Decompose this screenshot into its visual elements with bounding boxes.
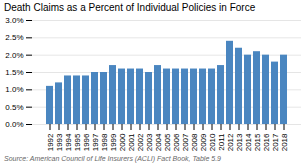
svg-text:1994: 1994 — [64, 133, 73, 151]
svg-text:1.5%: 1.5% — [5, 68, 23, 77]
svg-text:2000: 2000 — [118, 133, 127, 151]
svg-text:1992: 1992 — [46, 133, 55, 151]
svg-text:1993: 1993 — [55, 133, 64, 151]
svg-text:3.0%: 3.0% — [5, 16, 23, 25]
svg-text:2003: 2003 — [145, 133, 154, 151]
svg-text:1999: 1999 — [109, 133, 118, 151]
svg-text:2012: 2012 — [226, 133, 235, 151]
svg-text:2011: 2011 — [217, 133, 226, 151]
svg-text:2002: 2002 — [136, 133, 145, 151]
svg-text:0.0%: 0.0% — [5, 120, 23, 129]
svg-text:1998: 1998 — [100, 133, 109, 151]
svg-text:2006: 2006 — [172, 133, 181, 151]
svg-text:2005: 2005 — [163, 133, 172, 151]
svg-text:2013: 2013 — [235, 133, 244, 151]
svg-text:0.5%: 0.5% — [5, 103, 23, 112]
svg-text:1995: 1995 — [73, 133, 82, 151]
svg-text:2014: 2014 — [244, 133, 253, 151]
html-text:Death Claims as a Percent of I: Death Claims as a Percent of Individual … — [4, 2, 256, 13]
svg-text:2009: 2009 — [199, 133, 208, 151]
svg-text:1997: 1997 — [91, 133, 100, 151]
svg-text:2001: 2001 — [127, 133, 136, 151]
svg-text:2010: 2010 — [208, 133, 217, 151]
svg-text:2.0%: 2.0% — [5, 51, 23, 60]
svg-text:2015: 2015 — [253, 133, 262, 151]
svg-text:2008: 2008 — [190, 133, 199, 151]
html-text:Source: American Council of Li: Source: American Council of Life Insurer… — [4, 155, 221, 162]
svg-text:2004: 2004 — [154, 133, 163, 151]
svg-text:2.5%: 2.5% — [5, 33, 23, 42]
svg-text:2007: 2007 — [181, 133, 190, 151]
svg-text:2016: 2016 — [262, 133, 271, 151]
svg-text:1996: 1996 — [82, 133, 91, 151]
svg-text:2018: 2018 — [280, 133, 289, 151]
svg-text:1.0%: 1.0% — [5, 85, 23, 94]
svg-text:2017: 2017 — [271, 133, 280, 151]
